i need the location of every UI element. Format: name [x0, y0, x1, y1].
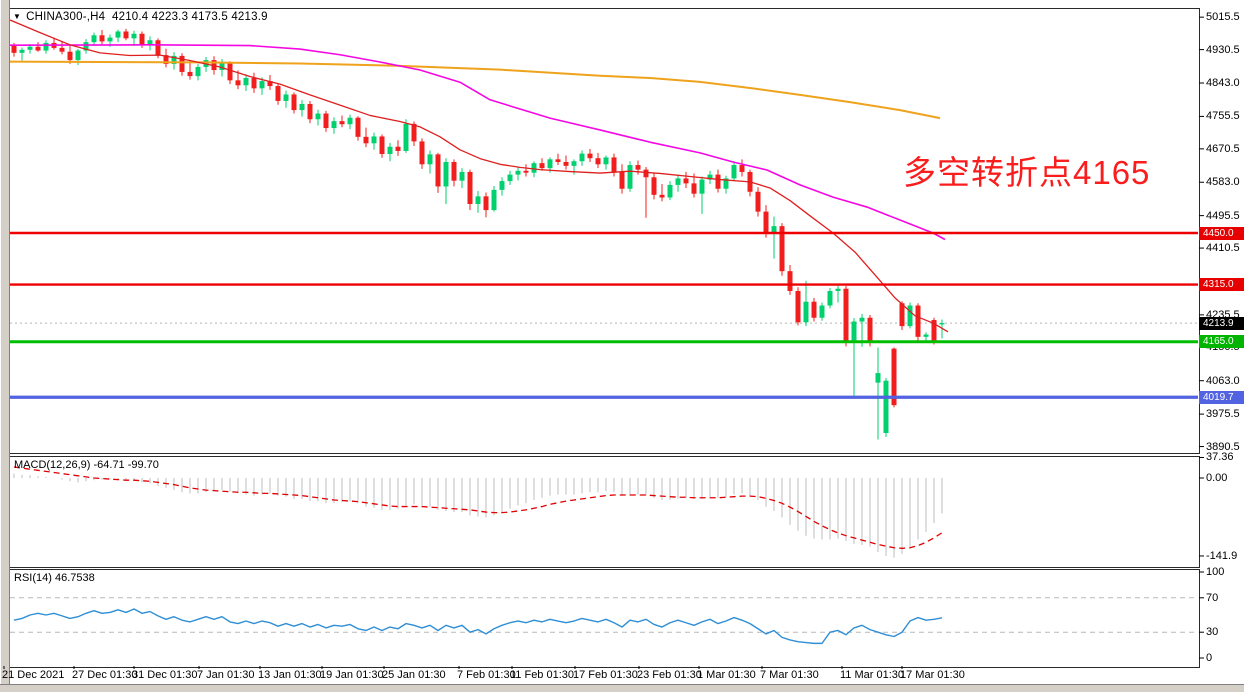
time-tick-label: 17 Mar 01:30: [900, 669, 965, 681]
macd-current-values: -64.71 -99.70: [93, 459, 159, 471]
time-tick-label: 7 Mar 01:30: [760, 669, 819, 681]
ohlc-values: 4210.4 4223.3 4173.5 4213.9: [112, 11, 268, 23]
main-chart-panel[interactable]: [9, 8, 1200, 454]
price-tick-label: 3975.5: [1206, 408, 1240, 421]
price-tick-label: 4755.5: [1206, 110, 1240, 123]
macd-indicator-label: MACD(12,26,9) -64.71 -99.70: [14, 459, 159, 471]
time-tick-label: 31 Dec 01:30: [132, 669, 198, 681]
chart-title: ▼ CHINA300-,H4 4210.4 4223.3 4173.5 4213.…: [13, 11, 268, 23]
rsi-indicator-label: RSI(14) 46.7538: [14, 572, 95, 584]
macd-indicator-panel[interactable]: [9, 456, 1200, 568]
rsi-tick-label: 100: [1206, 566, 1225, 578]
price-tick-label: 4670.5: [1206, 142, 1240, 155]
time-tick-label: 27 Dec 01:30: [72, 669, 138, 681]
price-tick-label: 5015.5: [1206, 11, 1240, 24]
price-tick-label: 4843.0: [1206, 77, 1240, 89]
window-bottom-splitter[interactable]: [0, 684, 1244, 692]
price-tick-label: 4495.5: [1206, 209, 1240, 222]
price-tick-label: 4930.5: [1206, 43, 1240, 56]
time-tick-label: 1 Mar 01:30: [697, 669, 756, 681]
macd-name: MACD(12,26,9): [14, 459, 91, 471]
time-tick-label: 17 Feb 01:30: [573, 669, 638, 681]
chevron-down-icon[interactable]: ▼: [13, 12, 22, 21]
rsi-current-value: 46.7538: [54, 572, 95, 584]
macd-tick-label: 37.36: [1206, 451, 1234, 464]
price-level-badge: 4450.0: [1199, 226, 1244, 240]
price-tick-label: 4583.0: [1206, 176, 1240, 189]
annotation-text[interactable]: 多空转折点4165: [903, 154, 1151, 191]
macd-tick-label: 0.00: [1206, 472, 1228, 484]
time-tick-label: 19 Jan 01:30: [320, 669, 384, 681]
time-tick-label: 23 Feb 01:30: [637, 669, 702, 681]
time-tick-label: 11 Mar 01:30: [840, 669, 905, 681]
time-tick-label: 7 Jan 01:30: [197, 669, 255, 681]
time-tick-label: 21 Dec 2021: [2, 669, 65, 681]
rsi-name: RSI(14): [14, 572, 52, 584]
rsi-tick-label: 30: [1206, 626, 1219, 639]
price-tick-label: 4410.5: [1206, 242, 1240, 255]
symbol-period-label: CHINA300-,H4: [26, 11, 106, 23]
time-tick-label: 25 Jan 01:30: [382, 669, 446, 681]
time-tick-label: 7 Feb 01:30: [457, 669, 516, 681]
time-tick-label: 11 Feb 01:30: [510, 669, 575, 681]
price-tick-label: 3890.5: [1206, 440, 1240, 453]
time-tick-label: 13 Jan 01:30: [258, 669, 322, 681]
rsi-tick-label: 70: [1206, 591, 1219, 604]
rsi-indicator-panel[interactable]: [9, 569, 1200, 668]
macd-tick-label: -141.9: [1206, 549, 1238, 562]
price-level-badge: 4019.7: [1199, 390, 1244, 404]
window-left-splitter[interactable]: [0, 0, 10, 692]
current-price-badge: 4213.9: [1199, 316, 1244, 330]
rsi-tick-label: 0: [1206, 652, 1213, 664]
price-tick-label: 4063.0: [1206, 374, 1240, 387]
price-level-badge: 4165.0: [1199, 335, 1244, 349]
price-level-badge: 4315.0: [1199, 278, 1244, 292]
